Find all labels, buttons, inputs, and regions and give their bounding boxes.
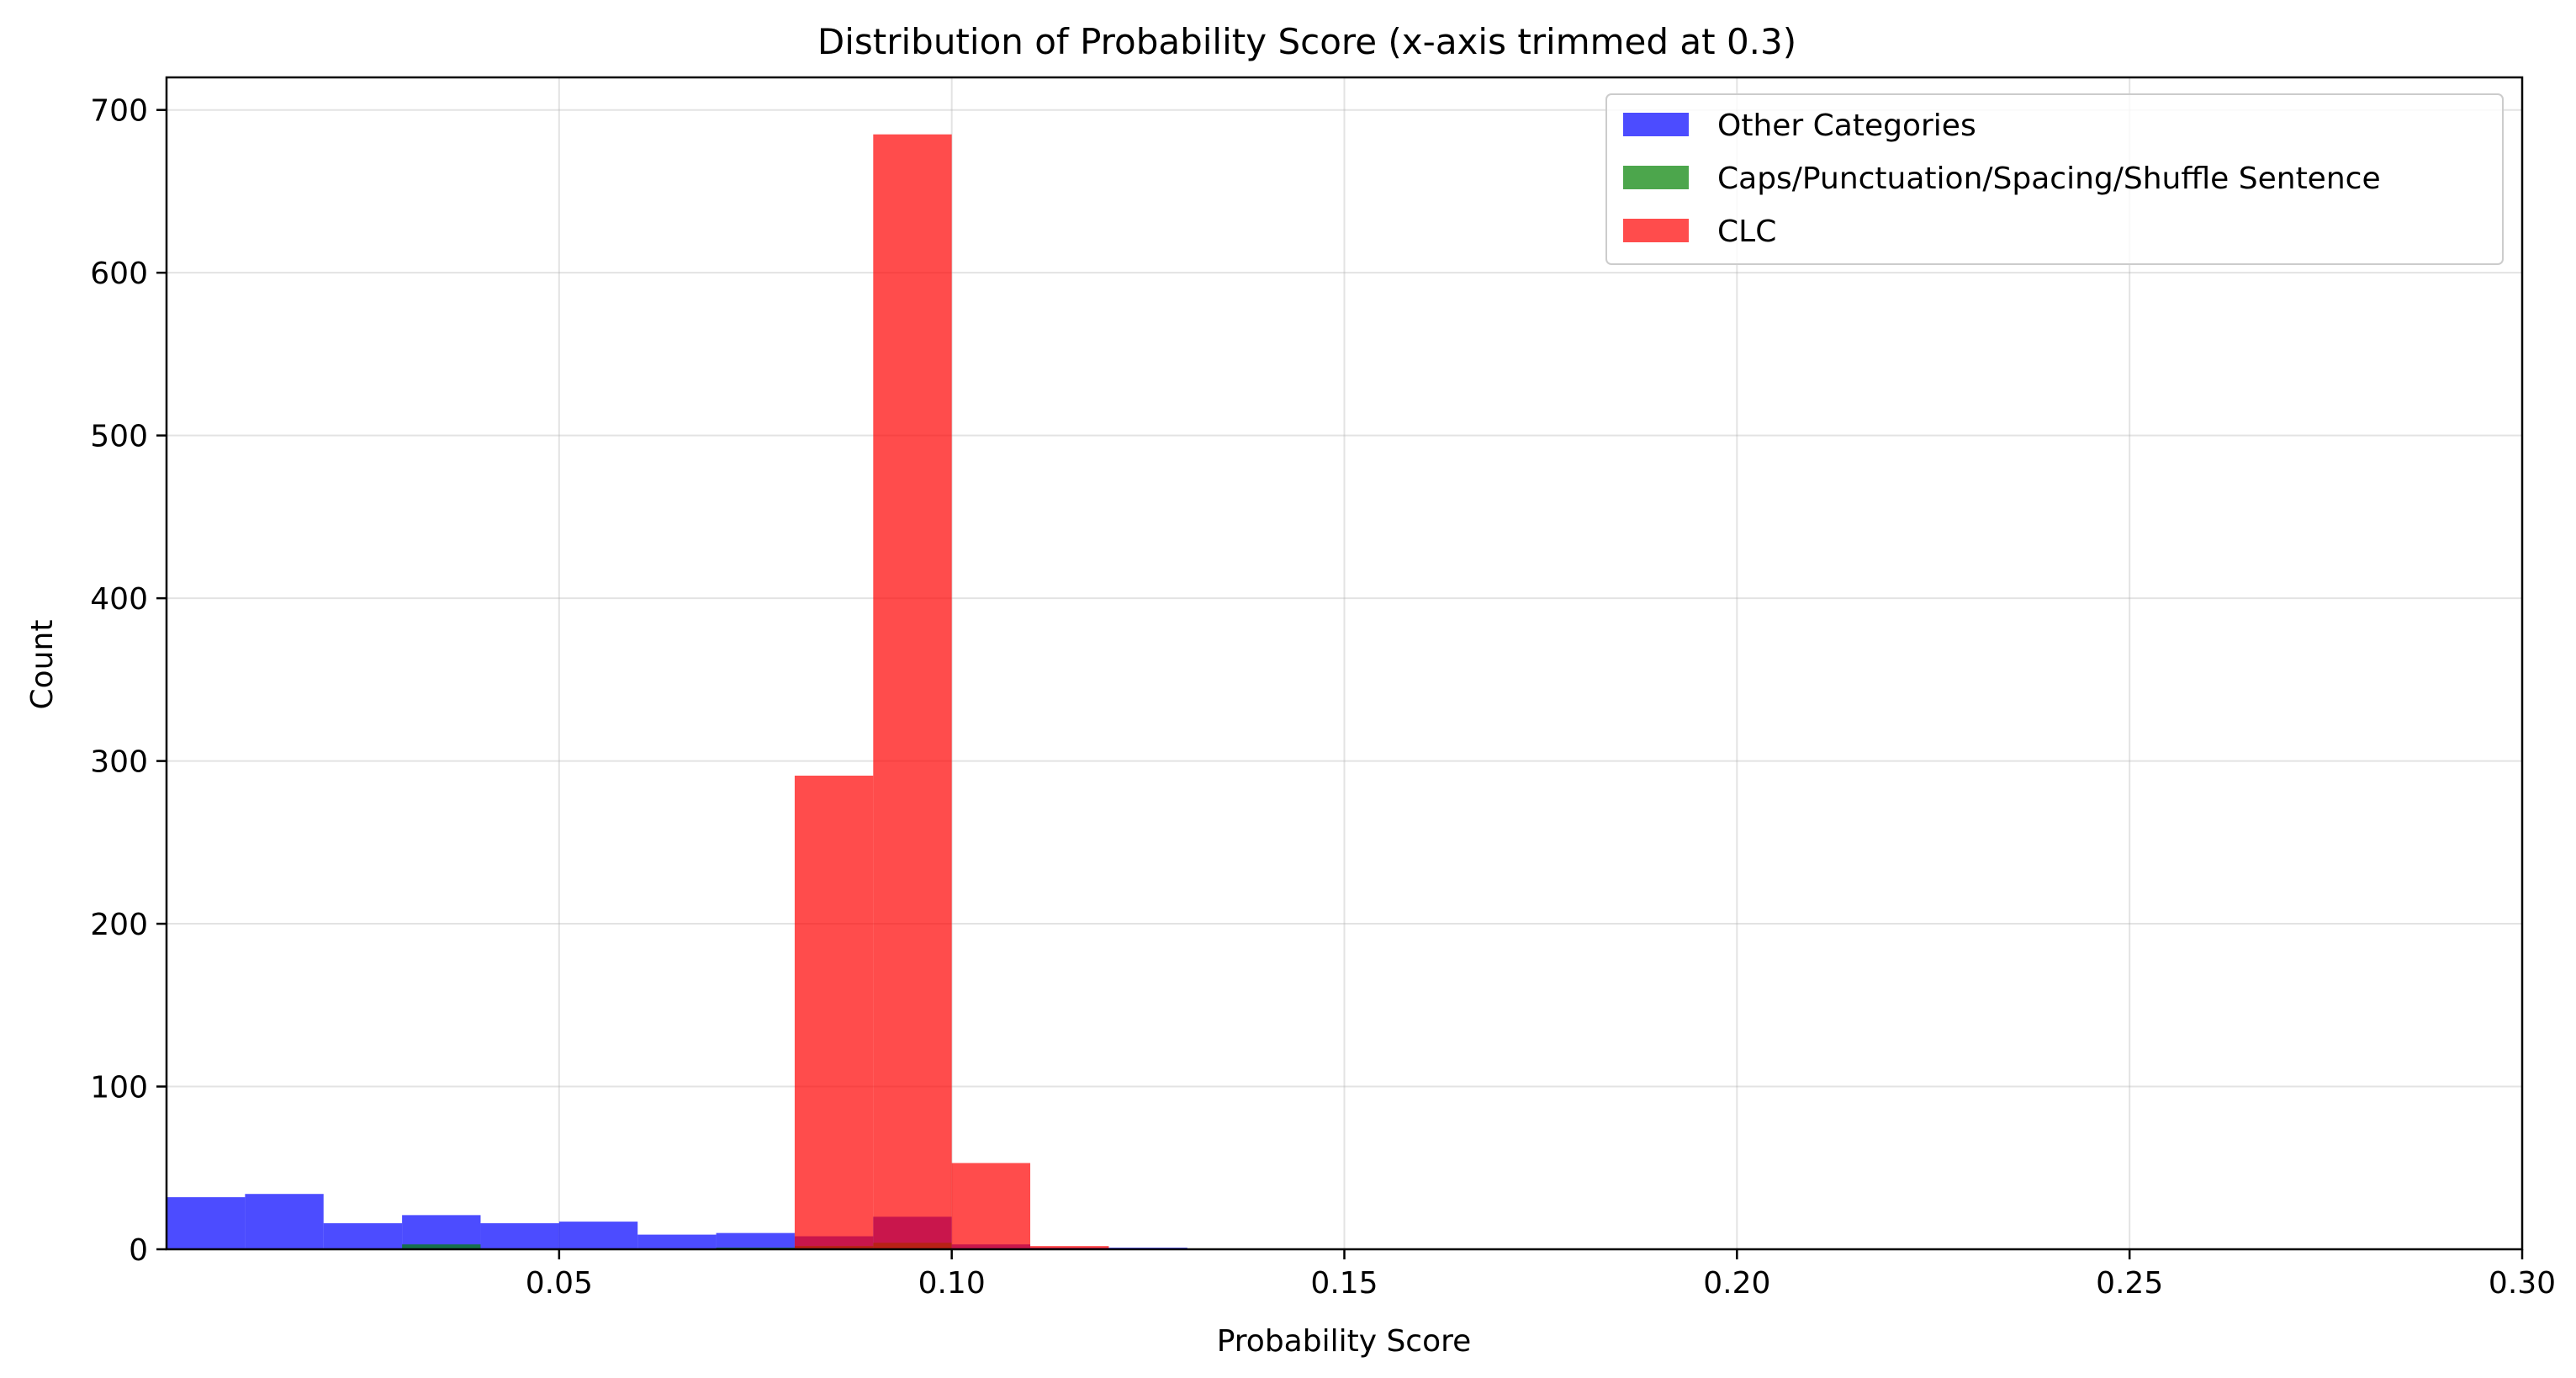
y-tick-label: 700 bbox=[90, 94, 148, 129]
legend-swatch-clc bbox=[1623, 219, 1689, 242]
y-tick-label: 200 bbox=[90, 908, 148, 942]
legend-box bbox=[1605, 93, 2504, 265]
histogram-bars bbox=[167, 134, 1187, 1249]
histogram-bar-series-2 bbox=[1030, 1246, 1109, 1249]
histogram-bar-series-1 bbox=[402, 1244, 481, 1249]
histogram-bar-series-2 bbox=[794, 775, 874, 1249]
y-tick-label: 500 bbox=[90, 420, 148, 454]
histogram-bar-series-0 bbox=[716, 1232, 795, 1249]
x-tick-label: 0.30 bbox=[2489, 1266, 2556, 1301]
x-tick-label: 0.25 bbox=[2096, 1266, 2163, 1301]
y-tick-label: 600 bbox=[90, 257, 148, 291]
x-tick-label: 0.10 bbox=[918, 1266, 986, 1301]
y-tick-label: 100 bbox=[90, 1071, 148, 1105]
legend: Other Categories Caps/Punctuation/Spacin… bbox=[1605, 93, 2504, 265]
histogram-bar-series-0 bbox=[558, 1222, 638, 1249]
histogram-bar-series-2 bbox=[873, 134, 952, 1249]
x-tick-label: 0.05 bbox=[526, 1266, 593, 1301]
histogram-bar-series-0 bbox=[167, 1197, 246, 1249]
legend-swatch-other-categories bbox=[1623, 113, 1689, 136]
x-tick-label: 0.20 bbox=[1703, 1266, 1770, 1301]
y-tick-label: 0 bbox=[129, 1233, 148, 1268]
x-tick-label: 0.15 bbox=[1310, 1266, 1378, 1301]
histogram-bar-series-0 bbox=[402, 1215, 481, 1249]
x-axis-ticks: 0.05 0.10 0.15 0.20 0.25 0.30 bbox=[526, 1249, 2556, 1301]
x-axis-label: Probability Score bbox=[1217, 1324, 1472, 1359]
histogram-bar-series-0 bbox=[245, 1194, 324, 1249]
legend-label-other-categories: Other Categories bbox=[1717, 109, 1976, 143]
legend-label-caps-punctuation: Caps/Punctuation/Spacing/Shuffle Sentenc… bbox=[1717, 162, 2381, 196]
y-tick-label: 300 bbox=[90, 745, 148, 780]
y-axis-ticks: 0 100 200 300 400 500 600 700 bbox=[90, 94, 167, 1268]
histogram-bar-series-0 bbox=[637, 1234, 717, 1249]
histogram-bar-series-0 bbox=[323, 1223, 403, 1249]
legend-label-clc: CLC bbox=[1717, 215, 1776, 249]
legend-swatch-caps-punctuation bbox=[1623, 166, 1689, 189]
y-tick-label: 400 bbox=[90, 582, 148, 617]
histogram-bar-series-0 bbox=[480, 1223, 559, 1249]
chart-title: Distribution of Probability Score (x-axi… bbox=[817, 21, 1796, 62]
y-axis-label: Count bbox=[25, 620, 60, 710]
histogram-bar-series-2 bbox=[951, 1163, 1031, 1249]
